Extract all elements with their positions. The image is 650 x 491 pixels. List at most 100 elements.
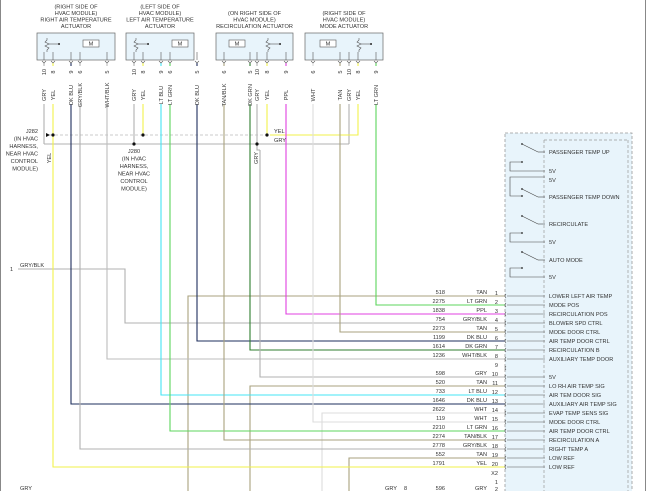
connector-pin-number: 15 (492, 417, 498, 423)
pin-terminal-icon (140, 60, 146, 64)
wire-color-label: DK BLU (69, 85, 75, 105)
wire-color-label: LT GRN (467, 299, 487, 305)
connector-terminal-icon (504, 365, 507, 371)
connector-terminal-icon (504, 383, 507, 389)
potentiometer-icon (265, 38, 271, 52)
wire-color-label: GRY (20, 486, 32, 491)
pin-terminal-icon (355, 60, 361, 64)
connector-pin-number: 1 (495, 480, 498, 486)
circuit-number: 754 (436, 317, 445, 323)
wire-color-label: GRY/BLK (78, 83, 84, 107)
connector-pin-number: 17 (492, 435, 498, 441)
pin-terminal-icon (104, 60, 110, 64)
junction-j282-label: MODULE) (12, 167, 38, 173)
switch: AUTO MODE (521, 251, 583, 264)
connector-pin-number: 1 (10, 267, 13, 273)
wire-color-label: TAN (476, 380, 487, 386)
circuit-number: 1236 (433, 353, 445, 359)
wire-color-label: GRY (254, 152, 260, 164)
pin-number: 8 (51, 70, 57, 73)
switch-icon (521, 143, 539, 153)
pin-terminal-icon (283, 60, 289, 64)
wire-color-label: YEL (265, 90, 271, 101)
switch: RECIRCULATE (521, 215, 588, 228)
hvac-control-module: PASSENGER TEMP UP 5V 5V PASSENGER TEMP DOWN… (504, 132, 633, 491)
connector-row: 1614 DK GRN 7 RECIRCULATION B (433, 344, 600, 354)
pin-terminal-icon (158, 60, 164, 64)
wire-row-15 (312, 104, 505, 423)
wire-color-label: GRY (475, 486, 487, 491)
module-function-label: RIGHT TEMP A (549, 447, 588, 453)
connector-row: 552 TAN 19 LOW REF (436, 452, 575, 462)
connector-pin-number: 1 (495, 291, 498, 297)
pin-number: 6 (311, 70, 317, 73)
connector-x2-label: X2 (491, 471, 498, 477)
module-function-label: AIR TEMP DOOR CTRL (549, 339, 610, 345)
actuator-title: RIGHT AIR TEMPERATURE (40, 18, 111, 24)
module-function-label: LOWER LEFT AIR TEMP (549, 294, 612, 300)
wire-row-20 (52, 104, 505, 468)
connector-row: 119 WHT 15 MODE DOOR CTRL (436, 416, 600, 426)
junction-j282-label: NEAR HVAC (6, 152, 38, 158)
connector-terminal-icon (504, 302, 507, 308)
circuit-number: 552 (436, 452, 445, 458)
switch-label: 5V (549, 275, 556, 281)
connector-terminal-icon (504, 392, 507, 398)
connector-pin-number: 5 (495, 327, 498, 333)
module-function-label: MODE DOOR CTRL (549, 330, 600, 336)
pin-number: 8 (265, 70, 271, 73)
switch-label: PASSENGER TEMP DOWN (549, 195, 620, 201)
wire-row-14 (321, 412, 505, 491)
wire-row-10 (259, 150, 505, 378)
junction-j282-label: HARNESS, (9, 144, 38, 150)
pin-terminal-icon (373, 60, 379, 64)
connector-row: 1199 DK BLU 6 AIR TEMP DOOR CTRL (433, 335, 610, 345)
connector-pin-number: 7 (495, 345, 498, 351)
wire-yel-mode (270, 104, 359, 136)
connector-terminal-icon (504, 419, 507, 425)
connector-pin-number: 14 (492, 408, 498, 414)
pin-terminal-icon (247, 60, 253, 64)
connector-pin-number: 16 (492, 426, 498, 432)
wire-color-label: LT BLU (469, 389, 487, 395)
wire-color-label: LT GRN (467, 425, 487, 431)
wire-row-7 (249, 104, 505, 351)
splice-junction-icon (141, 133, 145, 137)
connector-row: 1236 WHT/BLK 8 AUXILIARY TEMP DOOR (433, 353, 614, 363)
actuator-title: MODE ACTUATOR (320, 24, 368, 30)
wire-row-3 (285, 104, 505, 315)
connector-row: 1646 DK BLU 13 AUXILIARY AIR TEMP SIG (433, 398, 617, 408)
module-function-label: LOW REF (549, 456, 575, 462)
switch: PASSENGER TEMP UP (521, 143, 610, 156)
pin-number: 5 (338, 70, 344, 73)
actuator-title: (LEFT SIDE OF (140, 5, 180, 11)
pin-terminal-icon (167, 60, 173, 64)
pin-number: 8 (356, 70, 362, 73)
wire-color-label: WHT (474, 416, 487, 422)
circuit-number: 520 (436, 380, 445, 386)
wire-color-label: WHT/BLK (105, 82, 111, 107)
wire-color-label: TAN (338, 90, 344, 101)
connector-terminal-icon (504, 338, 507, 344)
wire-color-label: DK GRN (465, 344, 487, 350)
pin-number: 6 (168, 70, 174, 73)
pin-terminal-icon (221, 60, 227, 64)
junction-j280-label: NEAR HVAC (118, 172, 150, 178)
supply-5v: 5V (509, 267, 556, 281)
module-function-label: AUXILIARY AIR TEMP SIG (549, 402, 617, 408)
wire-color-label: GRY (42, 89, 48, 101)
motor-icon (319, 39, 337, 48)
junction-j282-label: J282 (26, 129, 38, 135)
module-function-label: AUXILIARY TEMP DOOR (549, 357, 613, 363)
connector-pin-number: 19 (492, 453, 498, 459)
pin-terminal-icon (310, 60, 316, 64)
connector-row: 2275 LT GRN 2 MODE POS (433, 299, 580, 309)
wire-row-16 (169, 104, 505, 432)
splice-junction-icon (51, 133, 55, 137)
wires (18, 63, 505, 491)
potentiometer-icon (133, 38, 139, 52)
connector-row: 733 LT BLU 12 AIR TEM DOOR SIG (436, 389, 601, 399)
connector-pin-number: 2 (495, 300, 498, 306)
